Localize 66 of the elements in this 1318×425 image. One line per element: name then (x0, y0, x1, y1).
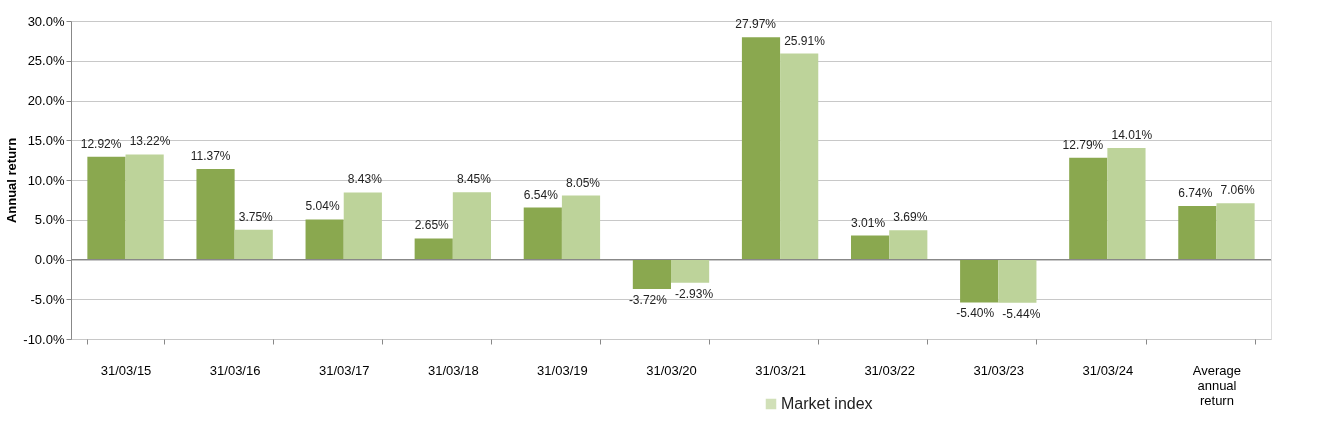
bar (851, 235, 890, 260)
data-label: 2.65% (414, 218, 450, 233)
bar (414, 238, 453, 260)
bar (125, 154, 164, 260)
x-tick-label: 31/03/23 (973, 362, 1025, 378)
data-label: 27.97% (735, 17, 777, 32)
bar (960, 259, 999, 303)
bar (343, 192, 382, 260)
x-tick-label: 31/03/22 (864, 362, 915, 378)
x-tick-label: 31/03/15 (100, 362, 152, 378)
data-label: 8.45% (456, 172, 492, 187)
data-label: 13.22% (129, 134, 171, 149)
y-tick-label: 5.0% (34, 212, 65, 228)
data-label: 6.54% (523, 187, 559, 202)
data-label: 6.74% (1178, 185, 1213, 200)
y-tick-label: 20.0% (27, 93, 65, 108)
y-tick-label: 30.0% (27, 13, 65, 29)
bar (671, 259, 710, 283)
bar (741, 37, 781, 260)
bar (780, 53, 819, 260)
data-label: 5.04% (305, 199, 340, 214)
data-label: -2.93% (675, 286, 714, 301)
bar (998, 259, 1037, 303)
data-label: -5.44% (1002, 306, 1041, 321)
data-label: -5.40% (956, 306, 995, 321)
bar (1178, 205, 1217, 260)
data-label: 25.91% (784, 33, 826, 48)
y-tick-label: 10.0% (27, 172, 65, 188)
x-tick-label: 31/03/19 (537, 362, 588, 378)
bar (889, 230, 928, 260)
y-tick-label: -5.0% (30, 291, 65, 307)
y-tick-label: 25.0% (27, 53, 65, 69)
x-tick-label: 31/03/24 (1082, 362, 1134, 378)
x-tick-label: 31/03/18 (428, 362, 479, 378)
legend-label: Market index (781, 395, 873, 412)
bar (452, 192, 491, 260)
data-label: 12.79% (1062, 137, 1104, 152)
data-label: 3.01% (851, 215, 886, 230)
bar (523, 207, 562, 260)
data-label: 12.92% (80, 136, 122, 151)
y-tick-label: 0.0% (34, 252, 65, 267)
data-label: 8.43% (347, 172, 383, 187)
y-tick-label: 15.0% (27, 132, 65, 148)
y-axis-title: Annual return (4, 137, 20, 224)
data-label: 8.05% (566, 175, 601, 190)
data-label: 3.75% (238, 209, 274, 224)
data-label: 14.01% (1111, 128, 1153, 143)
x-tick-label: Average annual return (1192, 362, 1242, 408)
bar (305, 219, 344, 260)
x-tick-label: 31/03/20 (646, 362, 697, 378)
data-label: 11.37% (190, 149, 231, 164)
bar (87, 156, 126, 260)
bar (561, 195, 601, 260)
bar (632, 259, 671, 290)
data-label: 7.06% (1220, 183, 1255, 198)
bar (196, 169, 235, 260)
bar (1216, 203, 1255, 260)
data-label: -3.72% (628, 293, 668, 308)
bar (234, 229, 273, 260)
bar (1069, 157, 1108, 260)
y-tick-label: -10.0% (23, 331, 65, 347)
x-tick-label: 31/03/21 (755, 362, 806, 378)
x-tick-label: 31/03/17 (318, 362, 370, 378)
bar (1107, 148, 1146, 260)
x-tick-label: 31/03/16 (209, 362, 261, 378)
data-label: 3.69% (893, 210, 928, 225)
